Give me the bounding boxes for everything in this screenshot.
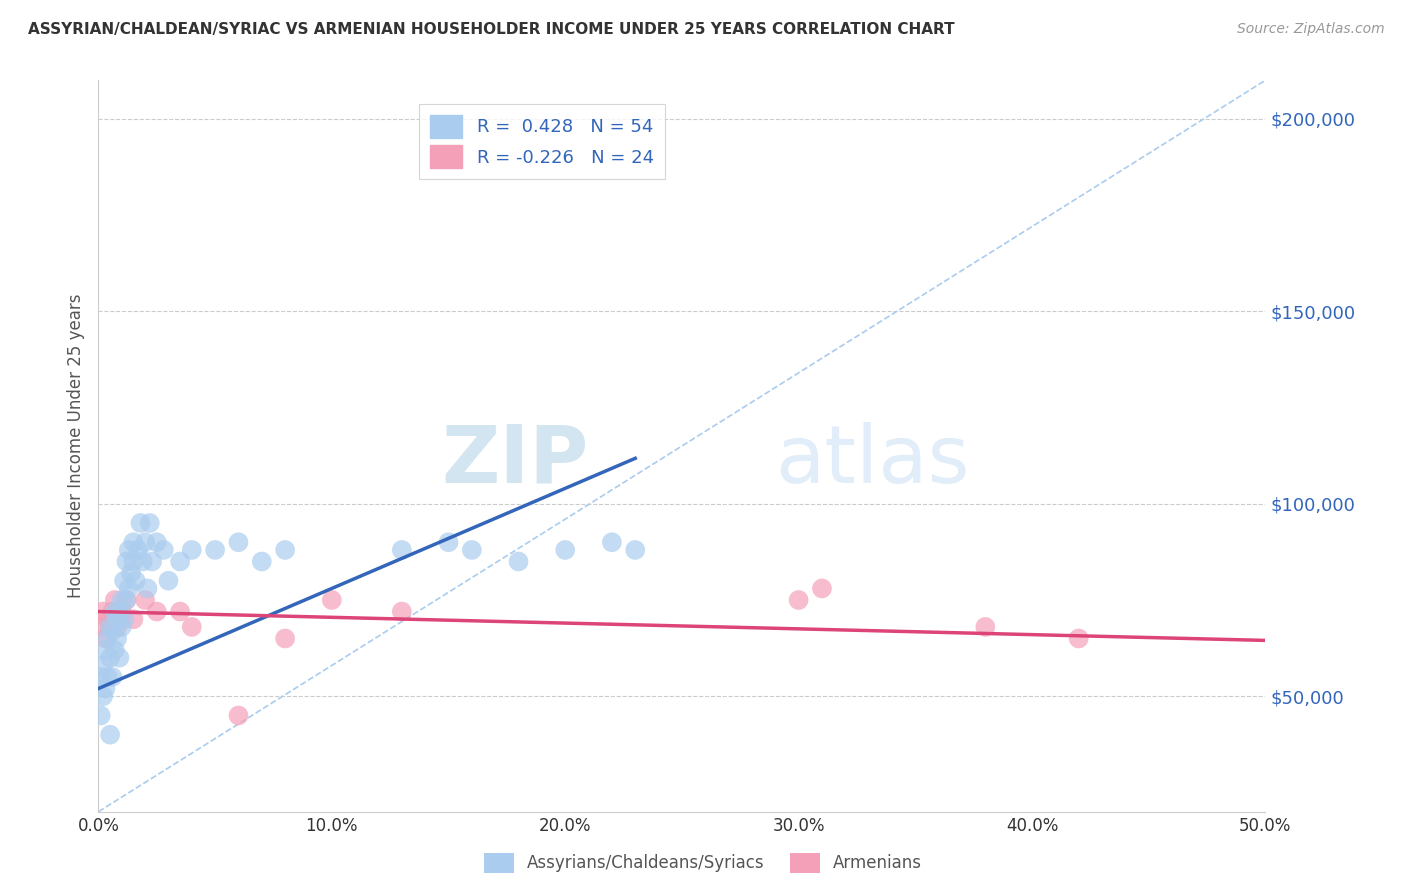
Point — [112, 574, 135, 588]
Point — [554, 543, 576, 558]
Legend: R =  0.428   N = 54, R = -0.226   N = 24: R = 0.428 N = 54, R = -0.226 N = 24 — [419, 104, 665, 179]
Point — [139, 516, 162, 530]
Point — [169, 554, 191, 568]
Point — [127, 543, 149, 558]
Point — [787, 593, 810, 607]
Point — [180, 620, 202, 634]
Legend: Assyrians/Chaldeans/Syriacs, Armenians: Assyrians/Chaldeans/Syriacs, Armenians — [477, 847, 929, 880]
Point — [146, 535, 169, 549]
Point — [118, 582, 141, 596]
Point — [115, 554, 138, 568]
Point — [97, 612, 120, 626]
Point — [811, 582, 834, 596]
Point — [180, 543, 202, 558]
Point — [108, 612, 131, 626]
Point — [101, 605, 124, 619]
Point — [111, 593, 134, 607]
Point — [98, 620, 121, 634]
Point — [122, 612, 145, 626]
Point — [112, 612, 135, 626]
Point — [228, 535, 250, 549]
Point — [91, 658, 114, 673]
Y-axis label: Householder Income Under 25 years: Householder Income Under 25 years — [67, 293, 86, 599]
Point — [437, 535, 460, 549]
Point — [91, 690, 114, 704]
Point — [1067, 632, 1090, 646]
Point — [141, 554, 163, 568]
Point — [90, 708, 112, 723]
Point — [321, 593, 343, 607]
Point — [108, 650, 131, 665]
Text: Source: ZipAtlas.com: Source: ZipAtlas.com — [1237, 22, 1385, 37]
Point — [129, 516, 152, 530]
Point — [152, 543, 174, 558]
Point — [157, 574, 180, 588]
Point — [204, 543, 226, 558]
Point — [94, 643, 117, 657]
Point — [136, 582, 159, 596]
Point — [94, 681, 117, 696]
Point — [111, 605, 134, 619]
Point — [111, 620, 134, 634]
Point — [624, 543, 647, 558]
Point — [104, 605, 127, 619]
Point — [115, 593, 138, 607]
Point — [90, 670, 112, 684]
Point — [274, 543, 297, 558]
Point — [122, 535, 145, 549]
Point — [508, 554, 530, 568]
Point — [98, 728, 121, 742]
Point — [91, 605, 114, 619]
Point — [391, 605, 413, 619]
Point — [120, 566, 142, 580]
Point — [105, 612, 128, 626]
Point — [169, 605, 191, 619]
Point — [94, 632, 117, 646]
Point — [97, 670, 120, 684]
Point — [101, 624, 124, 638]
Point — [125, 574, 148, 588]
Point — [134, 593, 156, 607]
Point — [461, 543, 484, 558]
Point — [104, 643, 127, 657]
Point — [132, 554, 155, 568]
Text: atlas: atlas — [775, 422, 970, 500]
Point — [90, 620, 112, 634]
Point — [98, 620, 121, 634]
Point — [108, 605, 131, 619]
Point — [974, 620, 997, 634]
Point — [115, 593, 138, 607]
Point — [105, 620, 128, 634]
Point — [600, 535, 623, 549]
Point — [98, 650, 121, 665]
Point — [391, 543, 413, 558]
Point — [250, 554, 273, 568]
Point — [134, 535, 156, 549]
Point — [228, 708, 250, 723]
Text: ASSYRIAN/CHALDEAN/SYRIAC VS ARMENIAN HOUSEHOLDER INCOME UNDER 25 YEARS CORRELATI: ASSYRIAN/CHALDEAN/SYRIAC VS ARMENIAN HOU… — [28, 22, 955, 37]
Point — [146, 605, 169, 619]
Point — [105, 632, 128, 646]
Point — [274, 632, 297, 646]
Point — [122, 554, 145, 568]
Point — [104, 593, 127, 607]
Point — [101, 670, 124, 684]
Point — [118, 543, 141, 558]
Point — [97, 632, 120, 646]
Text: ZIP: ZIP — [441, 422, 589, 500]
